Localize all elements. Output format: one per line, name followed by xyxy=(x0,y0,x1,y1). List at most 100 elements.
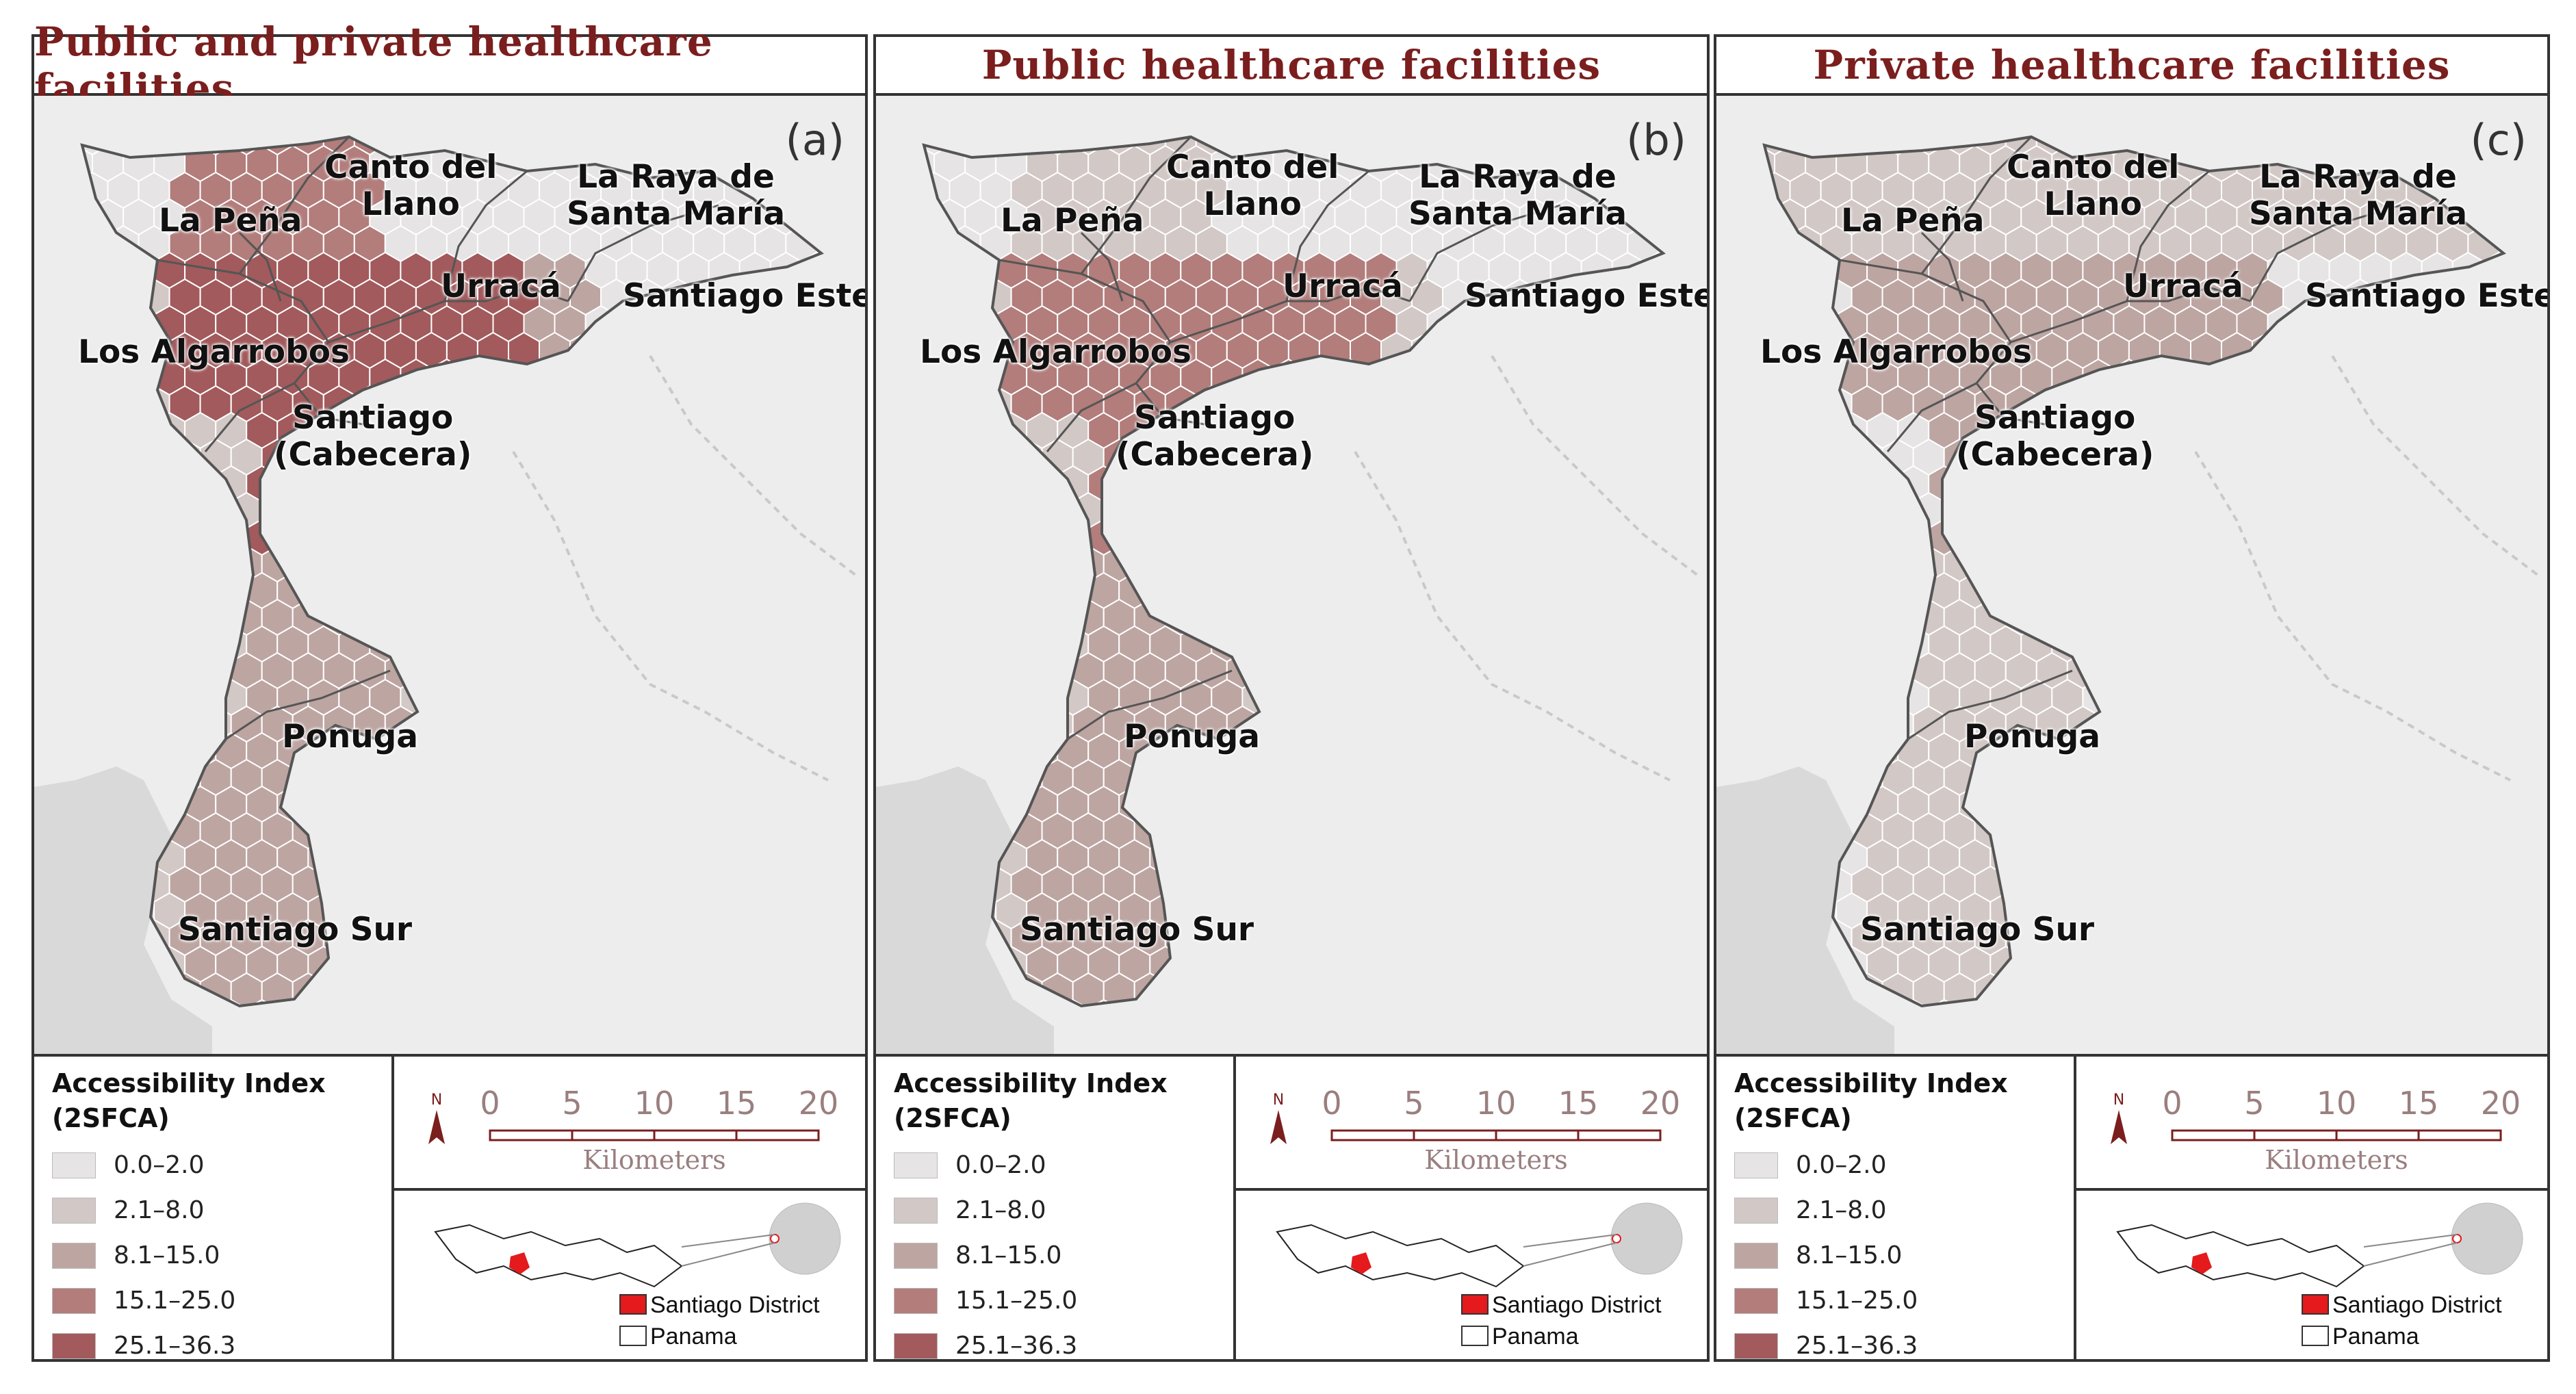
place-label-santiago-este: Santiago Este xyxy=(2305,277,2547,315)
hexagon-cell xyxy=(1057,998,1090,1006)
legend-title-line2: (2SFCA) xyxy=(1734,1103,1852,1134)
district-boundary xyxy=(1762,135,2506,1008)
place-label-santiago-cabecera: Santiago (Cabecera) xyxy=(1956,399,2154,474)
scale-tick-label: 5 xyxy=(562,1085,582,1122)
corregimiento-boundary xyxy=(225,669,391,740)
santiago-district-shape xyxy=(509,1252,530,1274)
legend-panama-swatch xyxy=(619,1326,647,1346)
north-arrow-icon xyxy=(428,1110,445,1144)
legend-swatch xyxy=(1734,1242,1778,1269)
scale-unit-label: Kilometers xyxy=(2265,1145,2408,1175)
legend-row: 0.0–2.0 xyxy=(52,1149,391,1182)
place-label-ponuga: Ponuga xyxy=(1964,718,2101,756)
corregimiento-boundary xyxy=(293,383,363,426)
place-label-santiago-cabecera: Santiago (Cabecera) xyxy=(1116,399,1314,474)
legend-swatch xyxy=(894,1197,938,1224)
scale-tick-label: 15 xyxy=(717,1085,757,1122)
locator-map: Santiago District Panama xyxy=(1276,1202,1683,1350)
corregimiento-boundary xyxy=(1067,669,1233,740)
legend-row: 15.1–25.0 xyxy=(52,1285,391,1317)
legend-label: 15.1–25.0 xyxy=(955,1287,1078,1315)
legend-swatch xyxy=(1734,1332,1778,1359)
legend-swatch xyxy=(1734,1287,1778,1314)
place-label-urraca: Urracá xyxy=(2123,268,2243,305)
place-label-los-algarrobos: Los Algarrobos xyxy=(1760,333,2032,371)
legend-label: 2.1–8.0 xyxy=(114,1196,205,1225)
corregimiento-boundary xyxy=(1907,669,2073,740)
legend-santiago-district-swatch xyxy=(1461,1294,1489,1315)
corregimiento-boundary xyxy=(1920,135,2033,274)
panama-outline xyxy=(434,1224,683,1288)
legend-row: 0.0–2.0 xyxy=(1734,1149,2074,1182)
map-area: (c) Canto del Llano La Raya de Santa María… xyxy=(1716,96,2547,1057)
legend-swatch xyxy=(1734,1152,1778,1178)
scale-tick-label: 15 xyxy=(2399,1085,2439,1122)
scale-bar: N 0 5 10 15 20 Kilometers xyxy=(1270,1085,1680,1175)
legend-title-line2: (2SFCA) xyxy=(894,1103,1012,1134)
corregimiento-boundary xyxy=(2126,170,2210,302)
scale-bar: N 0 5 10 15 20 Kilometers xyxy=(428,1085,838,1175)
inset-leader-line xyxy=(681,1234,775,1248)
legend-row: 25.1–36.3 xyxy=(894,1330,1233,1363)
north-label: N xyxy=(431,1092,442,1109)
legend-santiago-district-label: Santiago District xyxy=(2332,1292,2502,1318)
panel-title-bar: Public and private healthcare facilities xyxy=(34,18,865,112)
locator-inset: Santiago District Panama xyxy=(394,1191,865,1359)
corregimiento-boundary xyxy=(1285,170,1369,302)
globe-location-marker xyxy=(2452,1234,2462,1243)
north-arrow-icon xyxy=(2111,1110,2127,1144)
corregimiento-boundary xyxy=(1920,231,1964,302)
legend-panama-swatch xyxy=(1461,1326,1489,1346)
globe-icon xyxy=(2451,1202,2523,1275)
legend-label: 8.1–15.0 xyxy=(955,1241,1062,1270)
panel-title: Public and private healthcare facilities xyxy=(34,18,713,112)
corregimiento-boundary xyxy=(1080,231,1124,302)
corregimiento-boundary xyxy=(238,135,350,274)
corregimiento-boundary xyxy=(1080,135,1192,274)
legend-rows: 0.0–2.0 2.1–8.0 8.1–15.0 15.1–25.0 25.1–36.3 xyxy=(52,1149,391,1363)
globe-location-marker xyxy=(770,1234,780,1243)
river-line xyxy=(2331,354,2539,576)
globe-location-marker xyxy=(1612,1234,1621,1243)
panel-letter: (c) xyxy=(2470,115,2527,165)
legend-santiago-district-label: Santiago District xyxy=(650,1292,820,1318)
river-line xyxy=(2194,450,2511,782)
panel-title: Private healthcare facilities xyxy=(1813,42,2451,88)
legend-row: 2.1–8.0 xyxy=(894,1194,1233,1227)
legend-panama-label: Panama xyxy=(2332,1324,2419,1350)
legend-row: 8.1–15.0 xyxy=(894,1239,1233,1272)
legend: Accessibility Index (2SFCA) 0.0–2.0 2.1–8… xyxy=(34,1057,394,1360)
place-label-la-pena: La Peña xyxy=(1841,202,1985,240)
legend-row: 15.1–25.0 xyxy=(1734,1285,2074,1317)
corregimiento-boundary xyxy=(2010,286,2251,344)
panel-letter: (a) xyxy=(785,115,845,165)
santiago-district-shape xyxy=(2191,1252,2212,1274)
legend-swatch xyxy=(52,1197,96,1224)
panama-outline xyxy=(2116,1224,2365,1288)
place-label-los-algarrobos: Los Algarrobos xyxy=(920,333,1192,371)
hexagon-cell xyxy=(246,998,279,1006)
inset-leader-line xyxy=(1523,1242,1617,1267)
water-body xyxy=(876,766,1054,1054)
scale-tick-label: 0 xyxy=(2162,1085,2182,1122)
water-body xyxy=(1716,766,1894,1054)
legend-swatch xyxy=(894,1332,938,1359)
north-arrow-icon xyxy=(1270,1110,1287,1144)
district-boundary xyxy=(80,135,824,1008)
legend: Accessibility Index (2SFCA) 0.0–2.0 2.1–8… xyxy=(876,1057,1236,1360)
place-label-la-pena: La Peña xyxy=(1001,202,1144,240)
legend-panama-label: Panama xyxy=(1492,1324,1579,1350)
corregimiento-boundary xyxy=(328,286,569,344)
place-label-canto-del-llano: Canto del Llano xyxy=(2007,149,2180,224)
map-panel: Public healthcare facilities (b) Canto d… xyxy=(873,34,1710,1362)
legend-label: 2.1–8.0 xyxy=(1796,1196,1887,1225)
river-line xyxy=(1354,450,1671,782)
place-label-santiago-sur: Santiago Sur xyxy=(1860,911,2095,948)
legend-rows: 0.0–2.0 2.1–8.0 8.1–15.0 15.1–25.0 25.1–36.3 xyxy=(894,1149,1233,1363)
legend-swatch xyxy=(52,1332,96,1359)
hexagon-map xyxy=(876,96,1707,1054)
legend-row: 25.1–36.3 xyxy=(52,1330,391,1363)
scale-tick-label: 0 xyxy=(1322,1085,1341,1122)
scale-tick-label: 0 xyxy=(480,1085,500,1122)
scale-tick-label: 5 xyxy=(1404,1085,1424,1122)
